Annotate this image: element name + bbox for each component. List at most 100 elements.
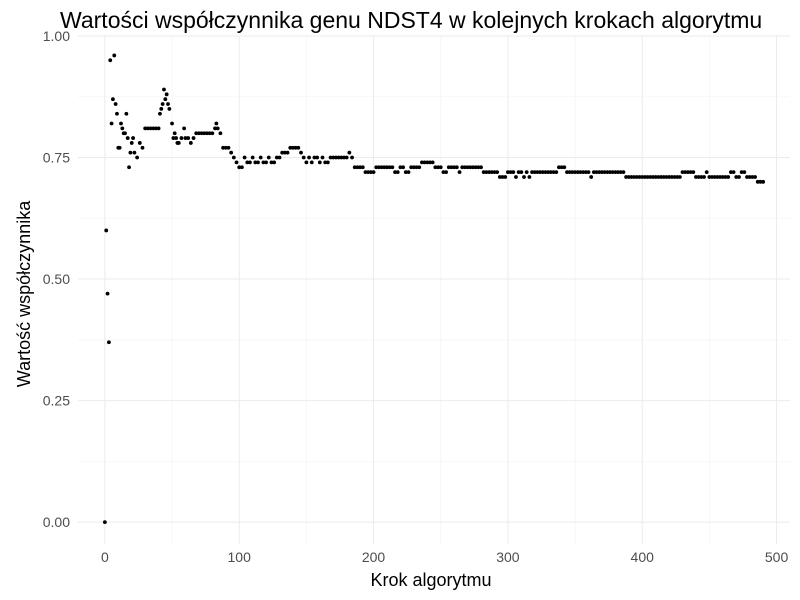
data-point xyxy=(444,170,448,175)
data-point xyxy=(761,179,766,184)
data-point xyxy=(210,131,215,136)
data-point xyxy=(406,170,411,175)
data-point xyxy=(573,170,577,175)
data-point xyxy=(460,165,465,170)
data-point xyxy=(170,121,174,126)
data-point xyxy=(462,165,467,170)
data-point xyxy=(256,160,260,165)
data-point xyxy=(182,126,187,131)
data-point xyxy=(602,170,607,175)
data-point xyxy=(250,155,255,160)
data-point xyxy=(562,165,567,170)
data-point xyxy=(608,170,612,175)
data-point xyxy=(132,150,137,155)
data-point xyxy=(613,170,618,175)
data-point xyxy=(382,165,387,170)
data-point xyxy=(277,155,282,160)
data-point xyxy=(704,170,709,175)
data-point xyxy=(377,165,381,170)
data-point xyxy=(755,179,760,184)
data-point xyxy=(143,126,148,131)
data-point xyxy=(109,121,114,126)
data-point xyxy=(102,520,107,525)
data-point xyxy=(710,175,714,179)
data-point xyxy=(567,170,572,175)
data-point xyxy=(317,160,322,165)
data-point xyxy=(393,170,397,175)
data-point xyxy=(543,170,548,175)
data-point xyxy=(191,136,196,140)
data-point xyxy=(336,155,341,160)
data-point xyxy=(237,165,242,170)
data-point xyxy=(739,170,744,175)
data-point xyxy=(166,102,170,106)
data-point xyxy=(111,97,115,102)
data-point xyxy=(197,131,201,136)
data-point xyxy=(331,155,336,160)
data-point xyxy=(339,155,344,160)
data-point xyxy=(591,170,596,175)
data-point xyxy=(643,175,647,179)
data-point xyxy=(570,170,575,175)
data-point xyxy=(653,175,658,179)
data-point xyxy=(530,170,534,175)
data-point xyxy=(723,175,728,179)
data-point xyxy=(135,155,140,160)
data-point xyxy=(167,107,172,111)
x-axis-ticks: 0 100 200 300 400 500 xyxy=(101,549,788,565)
data-point xyxy=(352,165,357,170)
data-point xyxy=(148,126,153,131)
data-point xyxy=(124,111,129,116)
data-point xyxy=(245,160,250,165)
data-point xyxy=(119,121,123,126)
data-point xyxy=(266,155,271,160)
data-point xyxy=(481,170,486,175)
data-point xyxy=(686,170,690,175)
data-point xyxy=(745,175,749,179)
data-point xyxy=(347,150,352,155)
data-point xyxy=(715,175,720,179)
data-point xyxy=(401,165,406,170)
data-point xyxy=(160,102,165,106)
data-point xyxy=(428,160,432,165)
data-point xyxy=(414,165,419,170)
data-point xyxy=(675,175,680,179)
data-point xyxy=(522,175,526,179)
data-point xyxy=(253,160,258,165)
data-point xyxy=(616,170,620,175)
x-tick-label: 400 xyxy=(631,549,655,565)
data-point xyxy=(264,160,268,165)
data-point xyxy=(411,165,416,170)
data-point xyxy=(274,155,279,160)
data-point xyxy=(417,165,422,170)
data-point xyxy=(632,175,637,179)
data-point xyxy=(371,170,376,175)
data-point xyxy=(125,136,130,140)
data-point xyxy=(672,175,677,179)
data-point xyxy=(505,170,510,175)
data-point xyxy=(532,170,537,175)
data-point xyxy=(468,165,473,170)
y-tick-label: 0.50 xyxy=(43,271,70,287)
data-point xyxy=(186,136,191,140)
data-point xyxy=(446,165,451,170)
data-point xyxy=(123,131,127,136)
data-point xyxy=(158,111,162,116)
data-point xyxy=(296,145,301,150)
data-point xyxy=(610,170,615,175)
data-point xyxy=(113,102,118,106)
data-point xyxy=(449,165,454,170)
data-point xyxy=(758,179,763,184)
data-point xyxy=(624,175,629,179)
data-point xyxy=(159,107,164,111)
data-point xyxy=(229,150,234,155)
data-point xyxy=(514,175,518,179)
data-point xyxy=(105,291,110,296)
x-tick-label: 500 xyxy=(765,549,789,565)
x-tick-label: 300 xyxy=(496,549,520,565)
data-point xyxy=(325,160,330,165)
data-point xyxy=(600,170,604,175)
data-point xyxy=(215,126,220,131)
y-tick-label: 1.00 xyxy=(43,28,70,44)
data-point xyxy=(248,160,252,165)
